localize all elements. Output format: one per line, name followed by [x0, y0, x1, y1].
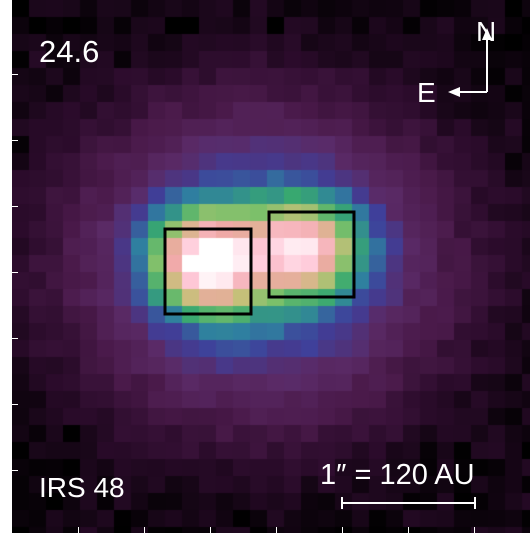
west-lobe-aperture [267, 210, 356, 299]
tick-bottom [210, 527, 211, 533]
north-label: N [476, 16, 497, 47]
north-arrow-head [482, 28, 492, 40]
tick-left [12, 74, 18, 75]
tick-bottom [276, 527, 277, 533]
scale-bar-label: 1″ = 120 AU [320, 459, 475, 491]
tick-bottom [342, 527, 343, 533]
tick-bottom [408, 527, 409, 533]
tick-left [12, 338, 18, 339]
tick-left [12, 206, 18, 207]
tick-left [12, 470, 18, 471]
wavelength-label: 24.6 [39, 34, 100, 69]
east-arrow-head [448, 87, 460, 97]
tick-left [12, 140, 18, 141]
tick-bottom [78, 527, 79, 533]
source-label: IRS 48 [39, 472, 125, 503]
flux-map [12, 0, 530, 533]
tick-left [12, 272, 18, 273]
tick-bottom [474, 527, 475, 533]
annotation-overlay [163, 28, 492, 509]
east-lobe-aperture [163, 227, 253, 316]
image-panel: 24.6 IRS 48 1″ = 120 AU N E [12, 0, 530, 533]
tick-left [12, 404, 18, 405]
compass-arrows [448, 28, 492, 97]
tick-bottom [144, 527, 145, 533]
east-label: E [417, 77, 436, 108]
